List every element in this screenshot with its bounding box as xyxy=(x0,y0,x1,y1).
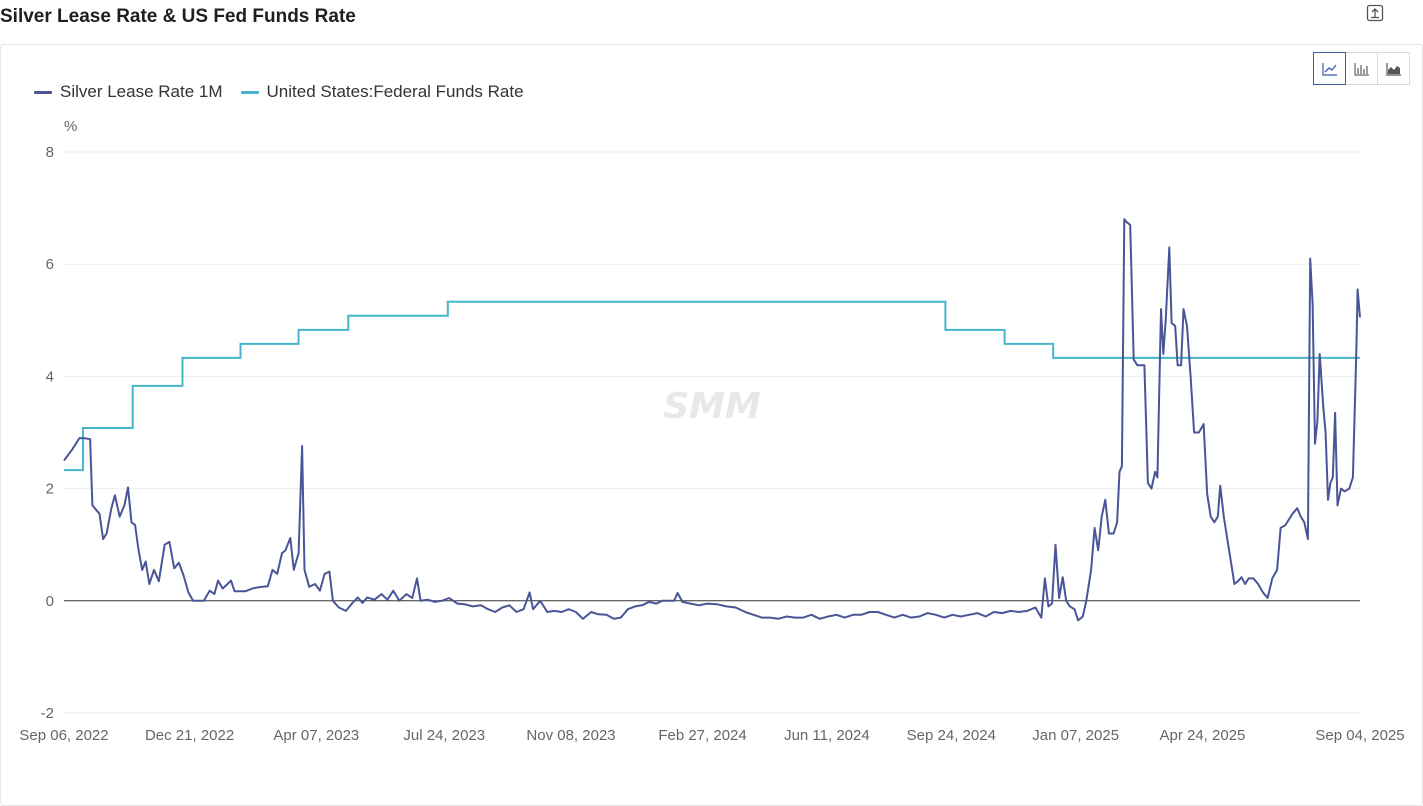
y-axis-unit: % xyxy=(64,118,77,135)
series-lines xyxy=(63,218,1361,622)
line-chart-icon xyxy=(1321,62,1337,76)
legend-swatch-silver xyxy=(34,90,52,94)
x-tick-label: Apr 24, 2025 xyxy=(1159,727,1245,744)
area-chart-button[interactable] xyxy=(1377,52,1410,85)
x-tick-label: Apr 07, 2023 xyxy=(273,727,359,744)
x-tick-label: Jan 07, 2025 xyxy=(1032,727,1119,744)
x-tick-label: Jun 11, 2024 xyxy=(784,727,870,744)
y-tick-label: 4 xyxy=(46,368,54,385)
y-tick-label: 2 xyxy=(46,481,54,498)
y-tick-label: 6 xyxy=(46,256,54,273)
legend-label-fed: United States:Federal Funds Rate xyxy=(266,82,524,101)
legend-item-silver-lease[interactable]: Silver Lease Rate 1M xyxy=(34,82,223,102)
export-icon[interactable] xyxy=(1366,4,1384,22)
x-tick-label: Sep 04, 2025 xyxy=(1315,727,1404,744)
bar-chart-icon xyxy=(1353,62,1369,76)
bar-chart-button[interactable] xyxy=(1345,52,1378,85)
y-axis-ticks: -2 0 2 4 6 8 xyxy=(41,144,54,722)
grid-lines xyxy=(64,151,1360,714)
area-chart-icon xyxy=(1385,62,1401,76)
legend-swatch-fed xyxy=(240,90,259,94)
legend-label-silver: Silver Lease Rate 1M xyxy=(60,82,223,101)
y-tick-label: 8 xyxy=(46,144,54,161)
chart-title: Silver Lease Rate & US Fed Funds Rate xyxy=(0,6,356,27)
x-tick-label: Dec 21, 2022 xyxy=(145,727,234,744)
x-tick-label: Sep 24, 2024 xyxy=(907,727,996,744)
x-tick-label: Sep 06, 2022 xyxy=(19,727,108,744)
legend: Silver Lease Rate 1M United States:Feder… xyxy=(34,82,524,102)
y-tick-label: -2 xyxy=(41,705,54,722)
x-axis-ticks: Sep 06, 2022 Dec 21, 2022 Apr 07, 2023 Jul … xyxy=(19,727,1404,744)
watermark: SMM xyxy=(663,386,761,427)
x-tick-label: Nov 08, 2023 xyxy=(526,727,615,744)
line-chart-button[interactable] xyxy=(1313,52,1346,85)
series-line-silver-lease-rate xyxy=(63,218,1361,622)
chart-type-switcher xyxy=(1313,52,1410,85)
legend-item-fed-funds[interactable]: United States:Federal Funds Rate xyxy=(240,82,524,102)
chart-panel xyxy=(0,44,1423,806)
y-tick-label: 0 xyxy=(46,593,54,610)
x-tick-label: Jul 24, 2023 xyxy=(403,727,485,744)
x-tick-label: Feb 27, 2024 xyxy=(658,727,746,744)
series-line-fed-funds-rate xyxy=(64,300,1360,472)
